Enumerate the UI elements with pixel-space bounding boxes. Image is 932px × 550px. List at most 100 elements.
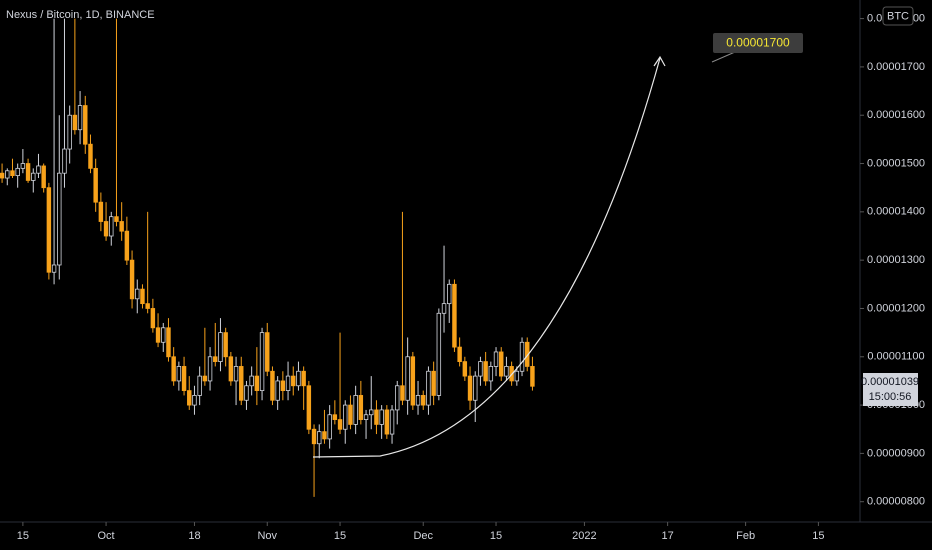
candle-body: [270, 370, 275, 401]
candle-body: [166, 327, 171, 358]
candle-body: [213, 356, 218, 363]
x-tick-label: 2022: [572, 530, 596, 542]
candle-body: [181, 366, 187, 391]
y-tick-label: 0.00001400: [867, 206, 925, 218]
curve-arrowhead: [653, 55, 666, 67]
candle-body: [239, 366, 244, 401]
candle-body: [254, 375, 260, 391]
candle-body: [155, 327, 161, 343]
candle-body: [306, 385, 312, 430]
y-tick-label: 0.00000900: [867, 447, 925, 459]
x-tick-label: Oct: [98, 530, 115, 542]
candle-body: [317, 431, 322, 445]
last-price: 0.00001039: [861, 376, 919, 388]
candle-body: [457, 346, 462, 363]
candle-body: [400, 385, 405, 401]
candle-body: [410, 356, 416, 406]
candle-body: [5, 170, 10, 179]
candle-body: [36, 165, 41, 174]
y-tick-label: 0.00000800: [867, 496, 925, 508]
y-tick-label: 0.00001200: [867, 302, 925, 314]
candle-body: [98, 201, 104, 222]
candle-body: [447, 283, 452, 305]
candle-body: [436, 312, 442, 396]
candle-body: [311, 428, 317, 445]
candle-body: [363, 414, 369, 420]
candle-body: [452, 283, 457, 348]
y-tick-label: 0.00001700: [867, 61, 925, 73]
candle-body: [88, 143, 93, 169]
currency-label[interactable]: BTC: [887, 10, 909, 22]
candle-body: [93, 167, 98, 203]
candle-body: [431, 370, 436, 396]
candle-body: [202, 375, 208, 382]
candle-body: [483, 361, 488, 382]
candle-body: [426, 370, 431, 406]
candle-body: [233, 366, 239, 382]
candle-body: [379, 409, 384, 425]
candle-body: [514, 370, 520, 382]
candle-body: [358, 395, 364, 420]
x-tick-label: 15: [812, 530, 824, 542]
candle-body: [530, 366, 535, 387]
candle-body: [478, 361, 483, 377]
candle-body: [499, 351, 504, 377]
candle-body: [280, 380, 286, 391]
currency-button[interactable]: [882, 6, 914, 26]
candle-body: [46, 187, 52, 273]
x-tick-label: 17: [661, 530, 673, 542]
candle-body: [57, 172, 62, 266]
candle-body: [301, 370, 306, 387]
candle-body: [15, 167, 20, 177]
candle-body: [207, 356, 213, 382]
candle-body: [343, 404, 348, 430]
candle-body: [504, 366, 509, 377]
candle-body: [114, 216, 119, 222]
candle-body: [369, 409, 374, 416]
candle-body: [187, 390, 192, 406]
x-tick-label: 18: [188, 530, 200, 542]
candle-body: [223, 332, 228, 358]
plot: [0, 18, 535, 497]
candle-body: [25, 163, 31, 181]
candle-body: [218, 332, 223, 363]
candle-body: [41, 165, 46, 189]
x-tick-label: 15: [334, 530, 346, 542]
candle-body: [249, 375, 254, 387]
candle-body: [176, 366, 182, 382]
candle-body: [145, 303, 150, 309]
candle-body: [67, 114, 72, 150]
candle-body: [0, 172, 5, 179]
countdown: 15:00:56: [869, 391, 912, 403]
candle-body: [275, 380, 280, 401]
x-tick-label: Nov: [257, 530, 277, 542]
candle-body: [244, 385, 249, 401]
y-tick-label: 0.00001600: [867, 109, 925, 121]
candle-body: [31, 172, 36, 181]
curve-drawing: [312, 57, 661, 458]
y-tick-label: 0.00001100: [867, 351, 924, 363]
last-price-box: [863, 373, 918, 406]
candle-body: [285, 375, 291, 391]
candle-body: [20, 163, 26, 169]
candle-body: [415, 395, 421, 406]
candle-body: [259, 332, 265, 391]
candle-body: [374, 409, 379, 425]
candle-body: [322, 431, 327, 440]
candle-body: [493, 351, 499, 367]
candle-body: [51, 264, 57, 273]
annotation-box: [713, 33, 803, 53]
candle-body: [462, 361, 468, 377]
candle-body: [77, 105, 83, 131]
candle-body: [109, 216, 114, 237]
candle-body: [389, 409, 395, 435]
candle-body: [228, 356, 234, 382]
candle-body: [103, 221, 109, 237]
x-tick-label: Dec: [413, 530, 433, 542]
candle-body: [150, 308, 156, 329]
candle-body: [62, 148, 67, 174]
candle-body: [72, 114, 78, 131]
